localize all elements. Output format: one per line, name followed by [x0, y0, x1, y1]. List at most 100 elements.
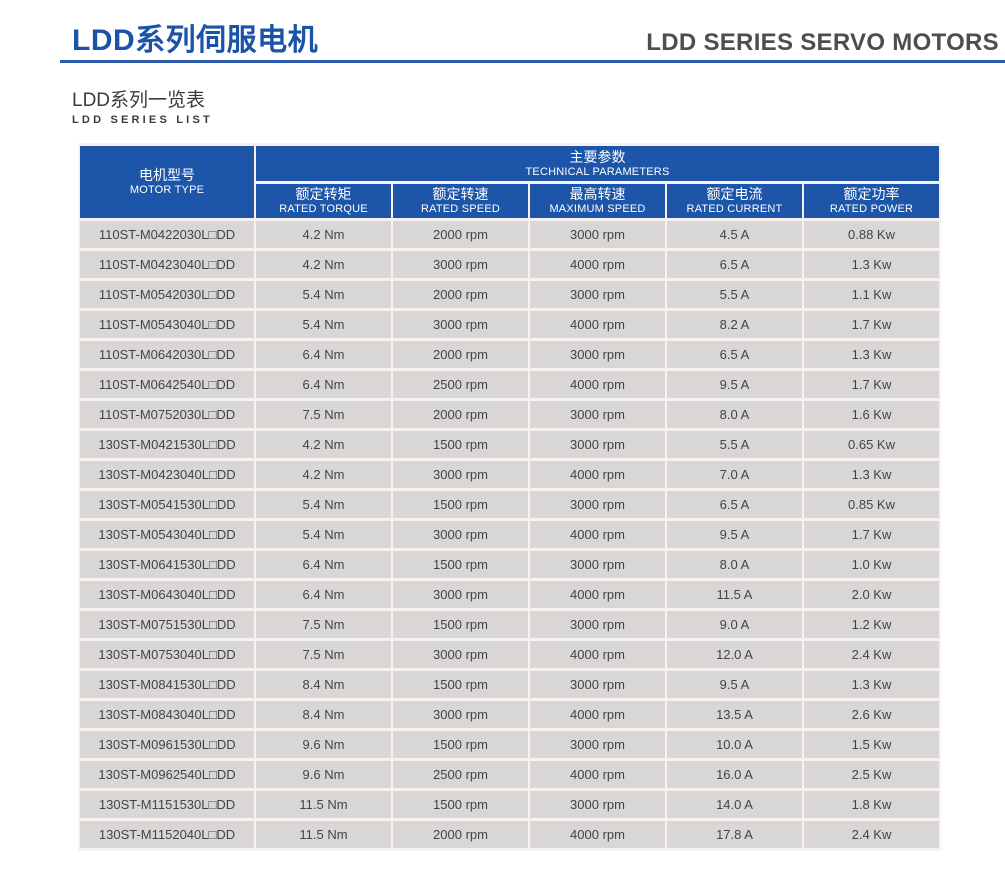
cell-rated-torque: 7.5 Nm: [256, 641, 391, 668]
cell-rated-power: 2.0 Kw: [804, 581, 939, 608]
table-row: 130ST-M0753040L□DD 7.5 Nm 3000 rpm 4000 …: [80, 641, 939, 668]
cell-rated-current: 17.8 A: [667, 821, 802, 848]
cell-rated-power: 1.8 Kw: [804, 791, 939, 818]
cell-rated-power: 0.88 Kw: [804, 221, 939, 248]
cell-motor-type: 130ST-M0751530L□DD: [80, 611, 254, 638]
table-row: 110ST-M0642030L□DD 6.4 Nm 2000 rpm 3000 …: [80, 341, 939, 368]
cell-motor-type: 130ST-M0841530L□DD: [80, 671, 254, 698]
cell-rated-speed: 1500 rpm: [393, 611, 528, 638]
cell-maximum-speed: 4000 rpm: [530, 251, 665, 278]
cell-rated-torque: 7.5 Nm: [256, 611, 391, 638]
cell-rated-current: 6.5 A: [667, 251, 802, 278]
header-rated-current-en: RATED CURRENT: [686, 203, 783, 215]
cell-rated-speed: 3000 rpm: [393, 701, 528, 728]
cell-motor-type: 130ST-M0543040L□DD: [80, 521, 254, 548]
cell-rated-power: 1.3 Kw: [804, 341, 939, 368]
cell-motor-type: 110ST-M0642030L□DD: [80, 341, 254, 368]
cell-rated-power: 2.6 Kw: [804, 701, 939, 728]
cell-rated-power: 1.7 Kw: [804, 371, 939, 398]
cell-maximum-speed: 4000 rpm: [530, 821, 665, 848]
cell-rated-speed: 1500 rpm: [393, 551, 528, 578]
cell-rated-current: 14.0 A: [667, 791, 802, 818]
cell-rated-current: 7.0 A: [667, 461, 802, 488]
cell-rated-torque: 5.4 Nm: [256, 311, 391, 338]
cell-maximum-speed: 4000 rpm: [530, 641, 665, 668]
cell-rated-speed: 1500 rpm: [393, 731, 528, 758]
cell-rated-power: 1.0 Kw: [804, 551, 939, 578]
cell-rated-speed: 2000 rpm: [393, 281, 528, 308]
cell-rated-speed: 2000 rpm: [393, 221, 528, 248]
cell-rated-speed: 1500 rpm: [393, 431, 528, 458]
table-row: 130ST-M0641530L□DD 6.4 Nm 1500 rpm 3000 …: [80, 551, 939, 578]
table-row: 130ST-M1151530L□DD 11.5 Nm 1500 rpm 3000…: [80, 791, 939, 818]
cell-rated-torque: 8.4 Nm: [256, 671, 391, 698]
cell-motor-type: 110ST-M0423040L□DD: [80, 251, 254, 278]
header-maximum-speed-en: MAXIMUM SPEED: [549, 203, 646, 215]
cell-motor-type: 130ST-M1152040L□DD: [80, 821, 254, 848]
cell-rated-current: 6.5 A: [667, 491, 802, 518]
cell-rated-torque: 6.4 Nm: [256, 581, 391, 608]
cell-rated-power: 1.5 Kw: [804, 731, 939, 758]
header-maximum-speed: 最高转速 MAXIMUM SPEED: [530, 184, 665, 218]
cell-motor-type: 130ST-M0753040L□DD: [80, 641, 254, 668]
table-row: 110ST-M0752030L□DD 7.5 Nm 2000 rpm 3000 …: [80, 401, 939, 428]
cell-maximum-speed: 3000 rpm: [530, 731, 665, 758]
cell-rated-current: 6.5 A: [667, 341, 802, 368]
cell-rated-current: 9.5 A: [667, 371, 802, 398]
cell-rated-power: 1.7 Kw: [804, 311, 939, 338]
cell-rated-speed: 2500 rpm: [393, 761, 528, 788]
cell-rated-current: 9.0 A: [667, 611, 802, 638]
table-row: 130ST-M0543040L□DD 5.4 Nm 3000 rpm 4000 …: [80, 521, 939, 548]
table-row: 130ST-M0751530L□DD 7.5 Nm 1500 rpm 3000 …: [80, 611, 939, 638]
cell-rated-torque: 4.2 Nm: [256, 251, 391, 278]
cell-rated-current: 8.2 A: [667, 311, 802, 338]
cell-motor-type: 110ST-M0422030L□DD: [80, 221, 254, 248]
cell-maximum-speed: 3000 rpm: [530, 791, 665, 818]
cell-rated-speed: 1500 rpm: [393, 791, 528, 818]
cell-rated-speed: 3000 rpm: [393, 251, 528, 278]
cell-rated-speed: 3000 rpm: [393, 521, 528, 548]
header-rated-torque: 额定转矩 RATED TORQUE: [256, 184, 391, 218]
header-rated-torque-cn: 额定转矩: [295, 186, 352, 202]
table-header-row-2: 额定转矩 RATED TORQUE 额定转速 RATED SPEED 最高转速 …: [80, 184, 939, 218]
cell-rated-current: 8.0 A: [667, 401, 802, 428]
cell-rated-speed: 2500 rpm: [393, 371, 528, 398]
cell-motor-type: 110ST-M0642540L□DD: [80, 371, 254, 398]
cell-motor-type: 110ST-M0543040L□DD: [80, 311, 254, 338]
cell-rated-torque: 9.6 Nm: [256, 731, 391, 758]
cell-rated-current: 9.5 A: [667, 521, 802, 548]
cell-maximum-speed: 3000 rpm: [530, 221, 665, 248]
table-row: 130ST-M0961530L□DD 9.6 Nm 1500 rpm 3000 …: [80, 731, 939, 758]
table-row: 130ST-M1152040L□DD 11.5 Nm 2000 rpm 4000…: [80, 821, 939, 848]
table-row: 130ST-M0423040L□DD 4.2 Nm 3000 rpm 4000 …: [80, 461, 939, 488]
cell-motor-type: 130ST-M0643040L□DD: [80, 581, 254, 608]
table-row: 130ST-M0643040L□DD 6.4 Nm 3000 rpm 4000 …: [80, 581, 939, 608]
cell-rated-torque: 11.5 Nm: [256, 821, 391, 848]
cell-rated-power: 1.2 Kw: [804, 611, 939, 638]
cell-rated-torque: 5.4 Nm: [256, 521, 391, 548]
header-params-cn: 主要参数: [569, 148, 626, 165]
cell-maximum-speed: 3000 rpm: [530, 551, 665, 578]
cell-maximum-speed: 4000 rpm: [530, 461, 665, 488]
cell-rated-torque: 9.6 Nm: [256, 761, 391, 788]
cell-rated-speed: 3000 rpm: [393, 581, 528, 608]
header-motor-type-cn: 电机型号: [139, 167, 195, 183]
table-row: 130ST-M0421530L□DD 4.2 Nm 1500 rpm 3000 …: [80, 431, 939, 458]
cell-rated-speed: 3000 rpm: [393, 641, 528, 668]
cell-motor-type: 110ST-M0542030L□DD: [80, 281, 254, 308]
table-row: 110ST-M0542030L□DD 5.4 Nm 2000 rpm 3000 …: [80, 281, 939, 308]
header-rated-torque-en: RATED TORQUE: [279, 203, 368, 215]
cell-maximum-speed: 4000 rpm: [530, 521, 665, 548]
header-technical-parameters: 主要参数 TECHNICAL PARAMETERS: [256, 146, 939, 181]
table-row: 130ST-M0841530L□DD 8.4 Nm 1500 rpm 3000 …: [80, 671, 939, 698]
page-header: LDD系列伺服电机 LDD SERIES SERVO MOTORS: [72, 25, 999, 57]
cell-rated-speed: 2000 rpm: [393, 821, 528, 848]
cell-rated-speed: 3000 rpm: [393, 311, 528, 338]
cell-rated-torque: 5.4 Nm: [256, 491, 391, 518]
subtitle-cn: LDD系列一览表: [72, 90, 206, 111]
cell-maximum-speed: 4000 rpm: [530, 701, 665, 728]
cell-rated-power: 1.1 Kw: [804, 281, 939, 308]
table-row: 110ST-M0423040L□DD 4.2 Nm 3000 rpm 4000 …: [80, 251, 939, 278]
cell-rated-torque: 11.5 Nm: [256, 791, 391, 818]
cell-rated-power: 1.3 Kw: [804, 461, 939, 488]
